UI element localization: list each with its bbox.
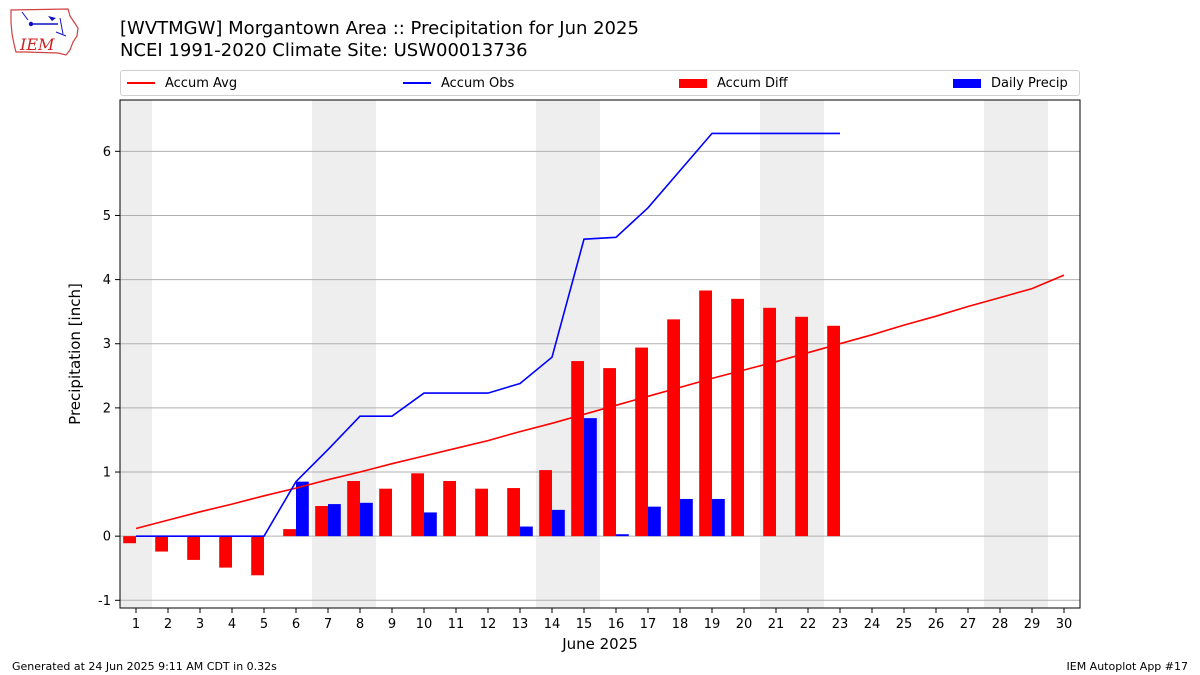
legend-item: Accum Obs [403,71,514,95]
diff-bar [827,325,840,537]
y-tick-label: 4 [103,273,111,288]
diff-bar [667,319,680,537]
diff-bar [635,347,648,537]
diff-bar [539,470,552,537]
x-tick-label: 5 [260,617,268,632]
diff-bar [763,307,776,537]
y-tick-label: 1 [103,466,111,481]
daily-bar [552,509,565,537]
diff-bar [315,506,328,537]
diff-bar [795,316,808,537]
legend-bar-swatch [679,78,707,88]
daily-bar [712,498,725,537]
legend-bar-swatch [953,78,981,88]
daily-bar [360,502,373,537]
x-tick-label: 6 [292,617,300,632]
legend-item: Accum Avg [127,71,237,95]
legend-item: Daily Precip [953,71,1068,95]
x-tick-label: 26 [928,617,945,632]
diff-bar [155,536,168,552]
diff-bar [123,536,136,544]
x-tick-label: 18 [672,617,689,632]
y-tick-label: 5 [103,209,111,224]
diff-bar [251,536,264,576]
daily-bar [296,481,309,537]
x-tick-label: 15 [576,617,593,632]
y-tick-label: 0 [103,530,111,545]
x-tick-label: 14 [544,617,561,632]
generated-footer: Generated at 24 Jun 2025 9:11 AM CDT in … [12,660,277,673]
x-tick-label: 27 [960,617,977,632]
diff-bar [347,481,360,537]
diff-bar [571,361,584,537]
chart-title: [WVTMGW] Morgantown Area :: Precipitatio… [120,18,639,39]
x-tick-label: 28 [992,617,1009,632]
legend-label: Accum Diff [717,75,788,91]
x-tick-label: 4 [228,617,236,632]
daily-bar [648,506,661,537]
y-tick-label: 2 [103,401,111,416]
x-tick-label: 8 [356,617,364,632]
iem-logo: IEM [10,8,79,56]
diff-bar [507,488,520,537]
daily-bar [584,418,597,537]
x-tick-label: 22 [800,617,817,632]
x-tick-label: 3 [196,617,204,632]
legend-label: Daily Precip [991,75,1068,91]
x-tick-label: 21 [768,617,785,632]
daily-bar [328,504,341,537]
accum-obs-line [136,132,840,537]
diff-bar [731,298,744,537]
daily-bar [680,498,693,537]
x-tick-label: 30 [1056,617,1073,632]
weekend-shade [120,100,152,608]
x-tick-label: 23 [832,617,849,632]
legend-label: Accum Obs [441,75,515,91]
app-footer: IEM Autoplot App #17 [1066,660,1189,673]
legend-item: Accum Diff [679,71,788,95]
x-tick-label: 9 [388,617,396,632]
chart-subtitle: NCEI 1991-2020 Climate Site: USW00013736 [120,40,528,61]
x-tick-label: 25 [896,617,913,632]
y-tick-label: 6 [103,145,111,160]
svg-text:IEM: IEM [19,35,55,54]
diff-bar [283,529,296,537]
diff-bar [699,290,712,537]
x-tick-label: 7 [324,617,332,632]
x-tick-label: 2 [164,617,172,632]
x-tick-label: 17 [640,617,657,632]
y-axis-label: Precipitation [inch] [66,283,84,425]
diff-bar [187,536,200,560]
chart-legend: Accum Avg Accum Obs Accum Diff Daily Precip [120,70,1080,96]
x-tick-label: 20 [736,617,753,632]
diff-bar [475,488,488,537]
x-tick-label: 29 [1024,617,1041,632]
x-axis-label: June 2025 [561,635,638,653]
legend-label: Accum Avg [165,75,238,91]
plot-frame [119,99,1081,609]
legend-line-swatch [127,82,155,84]
diff-bar [603,368,616,537]
daily-bar [520,526,533,537]
x-tick-label: 12 [480,617,497,632]
diff-bar [411,473,424,537]
y-tick-label: -1 [98,594,111,609]
diff-bar [379,488,392,537]
x-tick-label: 10 [416,617,433,632]
diff-bar [443,481,456,537]
x-tick-label: 24 [864,617,881,632]
x-tick-label: 1 [132,617,140,632]
daily-bar [424,512,437,537]
x-tick-label: 19 [704,617,721,632]
x-tick-label: 13 [512,617,529,632]
diff-bar [219,536,232,568]
x-tick-label: 16 [608,617,625,632]
x-tick-label: 11 [448,617,465,632]
weekend-shade [984,100,1048,608]
daily-bar [616,534,629,537]
legend-line-swatch [403,82,431,84]
y-tick-label: 3 [103,337,111,352]
